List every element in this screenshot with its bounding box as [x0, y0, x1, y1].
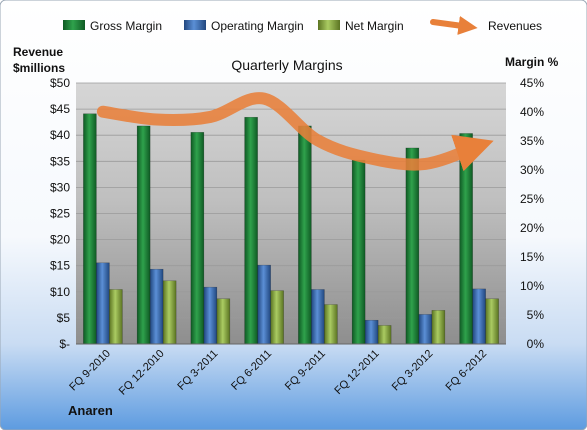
revenue-point	[317, 139, 319, 141]
legend-swatch-operating-margin	[184, 20, 206, 30]
operating-margin-bar	[149, 268, 164, 345]
revenue-point	[263, 98, 265, 100]
net-margin-bar	[216, 298, 231, 345]
gross-margin-bar	[136, 125, 151, 345]
net-margin-bar	[109, 289, 123, 345]
net-margin-bar	[485, 298, 499, 345]
left-tick-label: $45	[50, 102, 70, 116]
left-axis-label-line1: Revenue	[13, 45, 63, 59]
gross-margin-bar	[244, 116, 258, 345]
net-margin-bar	[377, 325, 392, 345]
net-margin-bar	[431, 310, 446, 345]
legend-label-gross-margin: Gross Margin	[90, 19, 162, 33]
legend-label-revenues: Revenues	[488, 19, 542, 33]
left-tick-label: $25	[50, 207, 70, 221]
revenue-line	[96, 92, 494, 172]
right-axis-label: Margin %	[505, 55, 559, 69]
left-tick-label: $50	[50, 76, 70, 90]
net-margin-bar	[270, 290, 284, 345]
left-tick-label: $30	[50, 180, 70, 194]
right-tick-label: 30%	[520, 163, 544, 177]
revenue-point	[102, 111, 104, 113]
left-tick-label: $-	[59, 337, 70, 351]
right-tick-label: 10%	[520, 279, 544, 293]
right-tick-label: 25%	[520, 192, 544, 206]
right-tick-label: 20%	[520, 221, 544, 235]
left-axis-ticks: $- $5 $10 $15 $20 $25 $30 $35 $40 $45 $50	[50, 76, 70, 351]
operating-margin-bar	[311, 289, 325, 345]
operating-margin-bar	[364, 319, 379, 345]
left-tick-label: $5	[57, 311, 71, 325]
left-tick-label: $20	[50, 233, 70, 247]
left-tick-label: $15	[50, 259, 70, 273]
left-tick-label: $10	[50, 285, 70, 299]
legend-swatch-gross-margin	[63, 20, 85, 30]
gross-margin-bar	[405, 147, 420, 345]
right-tick-label: 15%	[520, 250, 544, 264]
footer-label: Anaren	[68, 403, 113, 418]
revenue-point	[156, 119, 158, 121]
legend-label-net-margin: Net Margin	[345, 19, 404, 33]
legend-swatch-net-margin	[318, 20, 340, 30]
gross-margin-bar	[298, 125, 312, 345]
operating-margin-bar	[257, 264, 271, 345]
revenue-point	[478, 145, 480, 147]
left-tick-label: $40	[50, 128, 70, 142]
net-margin-bar	[324, 304, 338, 345]
gross-margin-bar	[459, 133, 473, 345]
right-tick-label: 0%	[527, 337, 545, 351]
operating-margin-bar	[472, 288, 486, 345]
right-tick-label: 35%	[520, 134, 544, 148]
revenue-line-group	[96, 92, 494, 172]
revenue-point	[424, 163, 426, 165]
right-tick-label: 5%	[527, 308, 545, 322]
gross-margin-bar	[351, 159, 366, 345]
left-tick-label: $35	[50, 154, 70, 168]
net-margin-bar	[162, 280, 177, 345]
left-axis-label-line2: $millions	[13, 61, 65, 75]
revenue-point	[209, 116, 211, 118]
revenue-point	[371, 158, 373, 160]
bars	[83, 113, 499, 345]
operating-margin-bar	[96, 262, 110, 345]
legend: Gross Margin Operating Margin Net Margin…	[63, 15, 542, 35]
legend-swatch-revenues	[430, 15, 478, 35]
right-tick-label: 45%	[520, 76, 544, 90]
right-axis-ticks: 0% 5% 10% 15% 20% 25% 30% 35% 40% 45%	[520, 76, 544, 351]
operating-margin-bar	[203, 286, 218, 345]
chart-title: Quarterly Margins	[231, 57, 342, 73]
legend-label-operating-margin: Operating Margin	[211, 19, 304, 33]
right-tick-label: 40%	[520, 105, 544, 119]
gross-margin-bar	[190, 132, 205, 345]
gross-margin-bar	[83, 113, 97, 345]
operating-margin-bar	[418, 314, 433, 345]
